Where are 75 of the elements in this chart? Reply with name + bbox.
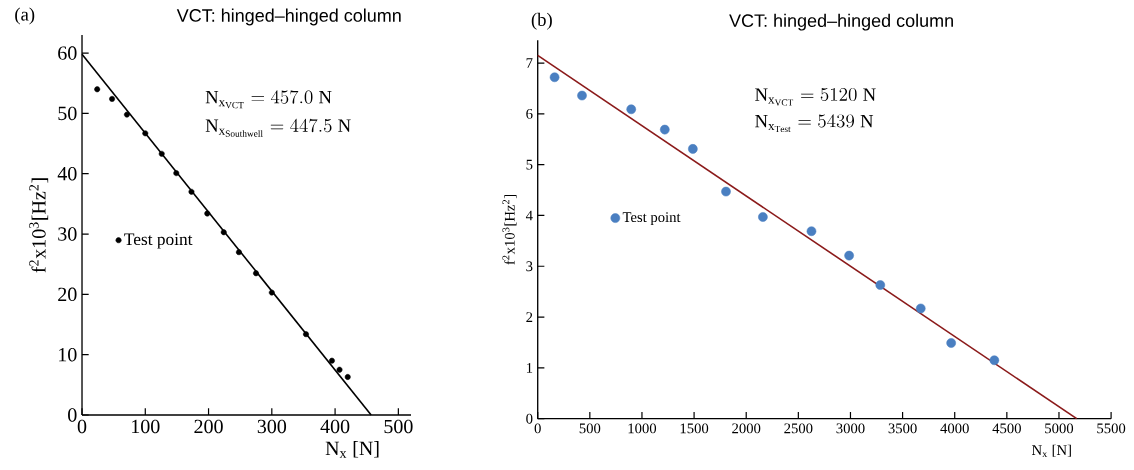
point bbox=[688, 144, 698, 154]
x-tick-label: 5500 bbox=[1097, 423, 1126, 434]
point bbox=[875, 280, 886, 290]
y-tick-label: 10 bbox=[59, 347, 77, 362]
point bbox=[721, 186, 731, 197]
y-tick-label: 4 bbox=[525, 210, 533, 221]
point bbox=[989, 355, 1000, 366]
x-tick-label: 0 bbox=[534, 423, 541, 434]
y-tick-label: 5 bbox=[526, 159, 533, 170]
y-axis-title: f$^{2}$x10$^{3}$[Hz$^{2}$] bbox=[502, 194, 517, 265]
text: (a) bbox=[15, 7, 35, 25]
point bbox=[844, 250, 854, 261]
x-tick-label: 500 bbox=[579, 423, 601, 434]
point bbox=[336, 366, 343, 373]
y-tick-label: 7 bbox=[526, 58, 533, 68]
x-tick-label: 2000 bbox=[732, 423, 761, 434]
point bbox=[626, 104, 637, 115]
x-tick-label: 3500 bbox=[888, 423, 917, 434]
point bbox=[577, 90, 587, 101]
point bbox=[220, 229, 227, 236]
x-tick-label: 3000 bbox=[836, 423, 865, 434]
point bbox=[946, 338, 956, 348]
point bbox=[204, 210, 211, 217]
annotation: $\mathrm{N}_{\mathrm{x}_{\mathrm{VCT}}} = 457.0\ \mathrm{N}$ bbox=[205, 90, 332, 109]
y-tick-label: 20 bbox=[58, 287, 77, 302]
point bbox=[659, 124, 670, 135]
point bbox=[253, 270, 259, 277]
annotation: $\mathrm{N}_{\mathrm{x}_{\mathrm{VCT}}} = 5120\ \mathrm{N}$ bbox=[755, 87, 876, 106]
point bbox=[142, 130, 149, 137]
x-tick-label: 5000 bbox=[1045, 423, 1074, 434]
chart-title: VCT: hinged–hinged column bbox=[176, 8, 401, 26]
y-tick-label: 1 bbox=[526, 363, 533, 373]
y-tick-label: 60 bbox=[58, 46, 77, 60]
x-axis-title: N$_{x}$ [N] bbox=[325, 441, 379, 458]
x-tick-label: 4000 bbox=[940, 423, 969, 434]
point bbox=[344, 374, 351, 380]
point bbox=[303, 331, 309, 338]
x-tick-label: 100 bbox=[132, 419, 160, 434]
text: (b) bbox=[531, 12, 552, 30]
y-tick-label: 6 bbox=[526, 108, 533, 119]
point bbox=[549, 72, 560, 83]
annotation: $\mathrm{N}_{\mathrm{x}_{\mathrm{Test}}} = 5439\ \mathrm{N}$ bbox=[755, 114, 874, 133]
annotation: $\mathrm{N}_{\mathrm{x}_{\mathrm{Southwell}}} = 447.5\ \mathrm{N}$ bbox=[205, 118, 351, 137]
y-axis-title: f$^{2}$x10$^{3}$[Hz$^{2}$] bbox=[29, 178, 49, 273]
x-axis-title: N$_{x}$ [N] bbox=[1031, 444, 1071, 458]
y-tick-label: 2 bbox=[526, 312, 533, 322]
x-tick-label: 200 bbox=[194, 419, 223, 434]
y-tick-label: 30 bbox=[58, 227, 77, 241]
point bbox=[94, 86, 101, 93]
point bbox=[124, 111, 130, 118]
point bbox=[235, 249, 242, 256]
legend-label: Test point bbox=[622, 212, 681, 226]
point bbox=[268, 289, 275, 296]
x-tick-label: 300 bbox=[257, 419, 287, 434]
chart-title: VCT: hinged–hinged column bbox=[729, 13, 953, 31]
point bbox=[173, 170, 180, 177]
x-tick-label: 1000 bbox=[628, 423, 657, 434]
x-tick-label: 500 bbox=[384, 419, 413, 434]
x-tick-label: 1500 bbox=[680, 423, 709, 434]
x-tick-label: 400 bbox=[320, 419, 350, 434]
point bbox=[328, 357, 335, 364]
point bbox=[915, 303, 926, 314]
x-tick-label: 4500 bbox=[992, 423, 1021, 434]
y-tick-label: 3 bbox=[526, 261, 533, 272]
x-tick-label: 0 bbox=[77, 419, 87, 434]
legend-label: Test point bbox=[124, 233, 193, 249]
point bbox=[806, 226, 817, 237]
point bbox=[158, 150, 165, 157]
point bbox=[758, 212, 768, 222]
x-tick-label: 2500 bbox=[784, 423, 813, 434]
point bbox=[109, 95, 115, 102]
point bbox=[188, 188, 195, 195]
y-tick-label: 50 bbox=[58, 106, 77, 121]
y-tick-label: 40 bbox=[57, 166, 77, 181]
y-tick-label: 0 bbox=[68, 408, 77, 422]
